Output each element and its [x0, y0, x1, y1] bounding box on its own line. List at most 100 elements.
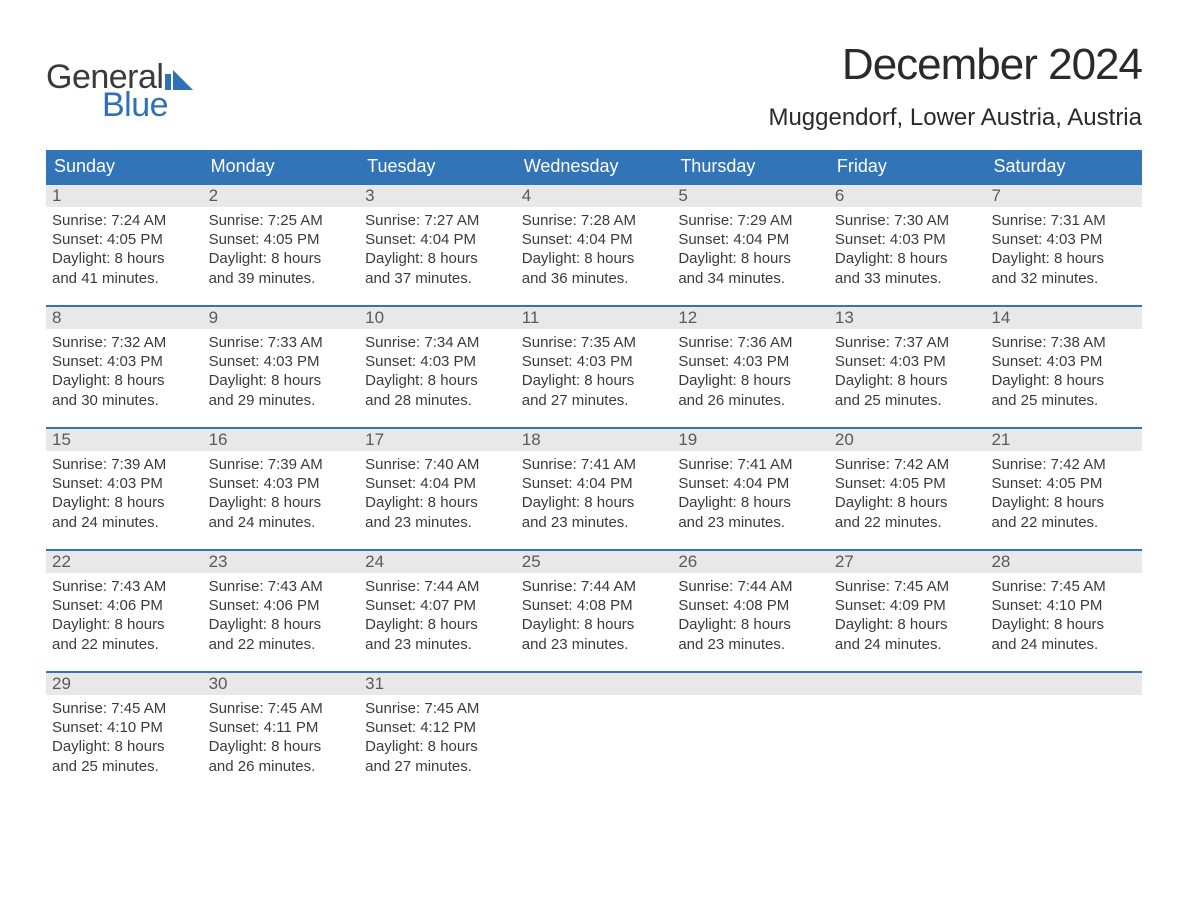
day-number: 10 [359, 307, 516, 329]
day-d1: Daylight: 8 hours [678, 249, 823, 268]
day-cell: Sunrise: 7:45 AMSunset: 4:12 PMDaylight:… [359, 695, 516, 793]
day-d1: Daylight: 8 hours [52, 371, 197, 390]
day-sunset: Sunset: 4:05 PM [209, 230, 354, 249]
content-row: Sunrise: 7:39 AMSunset: 4:03 PMDaylight:… [46, 451, 1142, 549]
daynum-row: 891011121314 [46, 307, 1142, 329]
day-d2: and 22 minutes. [835, 513, 980, 532]
day-sunset: Sunset: 4:11 PM [209, 718, 354, 737]
day-sunrise: Sunrise: 7:35 AM [522, 333, 667, 352]
day-sunset: Sunset: 4:08 PM [522, 596, 667, 615]
day-number [829, 673, 986, 695]
day-d2: and 33 minutes. [835, 269, 980, 288]
day-number: 21 [985, 429, 1142, 451]
day-d2: and 36 minutes. [522, 269, 667, 288]
day-cell: Sunrise: 7:25 AMSunset: 4:05 PMDaylight:… [203, 207, 360, 305]
day-number: 18 [516, 429, 673, 451]
day-cell: Sunrise: 7:36 AMSunset: 4:03 PMDaylight:… [672, 329, 829, 427]
content-row: Sunrise: 7:32 AM Sunset: 4:03 PM Daylight:… [46, 329, 1142, 427]
content-row: Sunrise: 7:43 AMSunset: 4:06 PMDaylight:… [46, 573, 1142, 671]
content-row: Sunrise: 7:45 AMSunset: 4:10 PMDaylight:… [46, 695, 1142, 793]
daynum-row: 15161718192021 [46, 429, 1142, 451]
day-sunrise: Sunrise: 7:30 AM [835, 211, 980, 230]
day-sunrise: Sunrise: 7:37 AM [835, 333, 980, 352]
day-sunrise: Sunrise: 7:42 AM [835, 455, 980, 474]
day-number: 27 [829, 551, 986, 573]
day-sunrise: Sunrise: 7:42 AM [991, 455, 1136, 474]
day-d2: and 26 minutes. [209, 757, 354, 776]
weekday-header: Saturday [985, 150, 1142, 183]
day-number: 2 [203, 185, 360, 207]
content-row: Sunrise: 7:24 AMSunset: 4:05 PMDaylight:… [46, 207, 1142, 305]
day-d1: Daylight: 8 hours [835, 493, 980, 512]
day-sunrise: Sunrise: 7:39 AM [209, 455, 354, 474]
day-number: 6 [829, 185, 986, 207]
day-cell: Sunrise: 7:30 AMSunset: 4:03 PMDaylight:… [829, 207, 986, 305]
day-cell: Sunrise: 7:45 AMSunset: 4:11 PMDaylight:… [203, 695, 360, 793]
day-cell: Sunrise: 7:43 AMSunset: 4:06 PMDaylight:… [46, 573, 203, 671]
day-sunset: Sunset: 4:04 PM [365, 474, 510, 493]
day-d2: and 23 minutes. [365, 635, 510, 654]
day-sunset: Sunset: 4:09 PM [835, 596, 980, 615]
day-cell [516, 695, 673, 793]
day-cell: Sunrise: 7:31 AMSunset: 4:03 PMDaylight:… [985, 207, 1142, 305]
location-subtitle: Muggendorf, Lower Austria, Austria [768, 104, 1142, 132]
day-number: 14 [985, 307, 1142, 329]
day-number: 11 [516, 307, 673, 329]
day-cell: Sunrise: 7:44 AMSunset: 4:07 PMDaylight:… [359, 573, 516, 671]
day-d1: Daylight: 8 hours [365, 737, 510, 756]
day-d1: Daylight: 8 hours [835, 249, 980, 268]
day-d2: and 29 minutes. [209, 391, 354, 410]
daynum-row: 22232425262728 [46, 551, 1142, 573]
day-d1: Daylight: 8 hours [365, 249, 510, 268]
day-d2: and 26 minutes. [678, 391, 823, 410]
day-d2: and 24 minutes. [835, 635, 980, 654]
day-sunrise: Sunrise: 7:44 AM [522, 577, 667, 596]
day-sunrise: Sunrise: 7:24 AM [52, 211, 197, 230]
day-cell [672, 695, 829, 793]
day-sunrise: Sunrise: 7:41 AM [522, 455, 667, 474]
day-d1: Daylight: 8 hours [209, 493, 354, 512]
day-number: 26 [672, 551, 829, 573]
day-d2: and 30 minutes. [52, 391, 197, 410]
day-cell: Sunrise: 7:35 AMSunset: 4:03 PMDaylight:… [516, 329, 673, 427]
day-sunset: Sunset: 4:05 PM [52, 230, 197, 249]
day-d1: Daylight: 8 hours [52, 249, 197, 268]
day-d1: Daylight: 8 hours [991, 249, 1136, 268]
day-sunrise: Sunrise: 7:33 AM [209, 333, 354, 352]
day-cell: Sunrise: 7:34 AMSunset: 4:03 PMDaylight:… [359, 329, 516, 427]
day-sunset: Sunset: 4:03 PM [991, 230, 1136, 249]
day-d2: and 27 minutes. [365, 757, 510, 776]
day-sunset: Sunset: 4:04 PM [365, 230, 510, 249]
day-d2: and 23 minutes. [522, 635, 667, 654]
day-d2: and 25 minutes. [835, 391, 980, 410]
weekday-header: Monday [203, 150, 360, 183]
day-d1: Daylight: 8 hours [365, 493, 510, 512]
day-number: 17 [359, 429, 516, 451]
day-sunset: Sunset: 4:04 PM [678, 230, 823, 249]
title-block: December 2024 Muggendorf, Lower Austria,… [768, 40, 1142, 132]
weekday-header: Tuesday [359, 150, 516, 183]
day-d2: and 27 minutes. [522, 391, 667, 410]
day-sunrise: Sunrise: 7:32 AM [52, 333, 197, 352]
day-d2: and 23 minutes. [678, 635, 823, 654]
day-sunset: Sunset: 4:12 PM [365, 718, 510, 737]
brand-logo: General Blue [46, 60, 195, 122]
day-d2: and 23 minutes. [678, 513, 823, 532]
day-d1: Daylight: 8 hours [209, 615, 354, 634]
day-sunrise: Sunrise: 7:43 AM [52, 577, 197, 596]
brand-blue: Blue [102, 88, 195, 122]
day-sunset: Sunset: 4:03 PM [678, 352, 823, 371]
day-sunset: Sunset: 4:04 PM [678, 474, 823, 493]
day-sunrise: Sunrise: 7:45 AM [835, 577, 980, 596]
day-number: 25 [516, 551, 673, 573]
calendar: SundayMondayTuesdayWednesdayThursdayFrid… [46, 150, 1142, 793]
day-d1: Daylight: 8 hours [678, 615, 823, 634]
day-cell: Sunrise: 7:43 AMSunset: 4:06 PMDaylight:… [203, 573, 360, 671]
day-cell: Sunrise: 7:28 AMSunset: 4:04 PMDaylight:… [516, 207, 673, 305]
day-cell: Sunrise: 7:38 AMSunset: 4:03 PMDaylight:… [985, 329, 1142, 427]
day-cell: Sunrise: 7:45 AMSunset: 4:10 PMDaylight:… [985, 573, 1142, 671]
day-cell: Sunrise: 7:33 AMSunset: 4:03 PMDaylight:… [203, 329, 360, 427]
day-sunset: Sunset: 4:10 PM [52, 718, 197, 737]
day-sunset: Sunset: 4:06 PM [209, 596, 354, 615]
day-number: 7 [985, 185, 1142, 207]
